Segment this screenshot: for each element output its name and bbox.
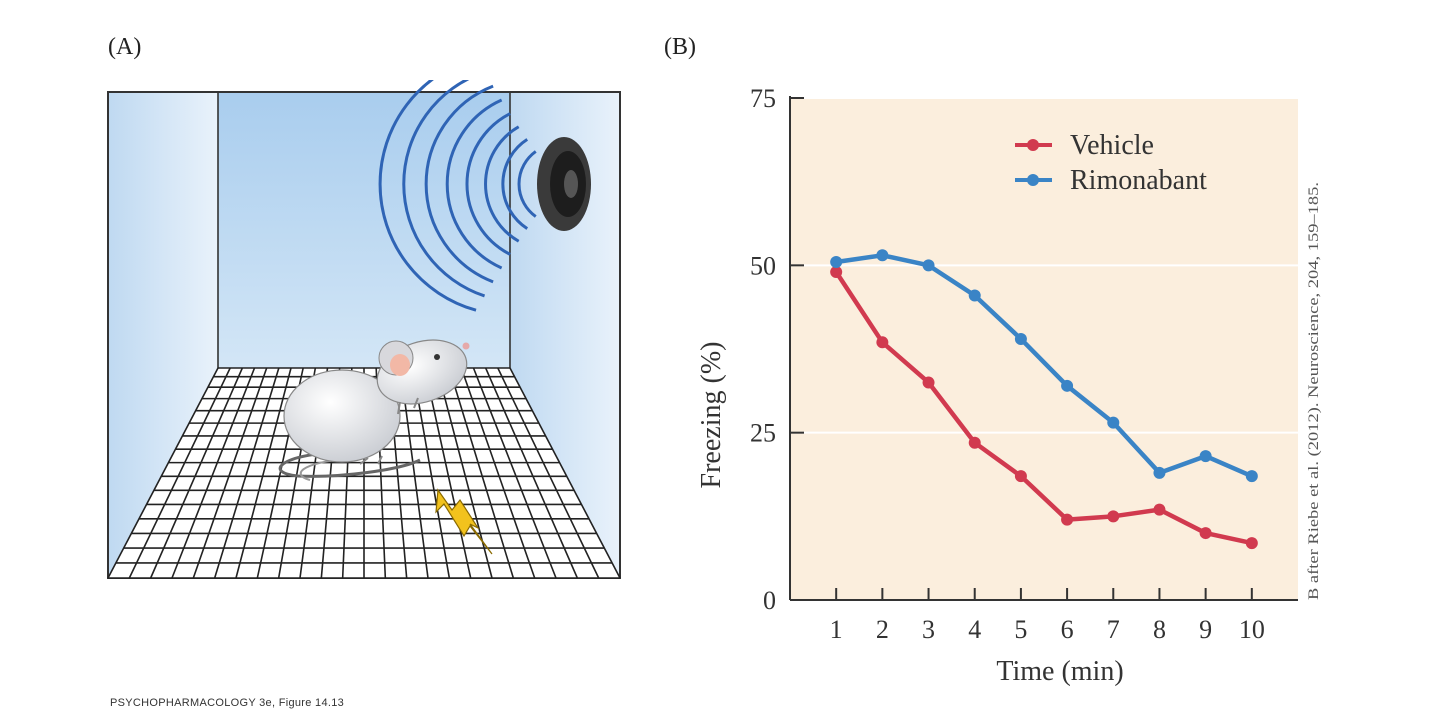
y-tick-label: 75 bbox=[750, 84, 776, 113]
data-point-rimonabant bbox=[1014, 332, 1027, 345]
data-point-vehicle bbox=[922, 376, 935, 389]
chamber bbox=[107, 91, 621, 579]
source-credit: B after Riebe et al. (2012). Neuroscienc… bbox=[1306, 182, 1322, 600]
figure-footer: PSYCHOPHARMACOLOGY 3e, Figure 14.13 bbox=[110, 697, 345, 709]
x-tick-label: 5 bbox=[1014, 615, 1027, 644]
data-point-vehicle bbox=[1107, 510, 1120, 523]
plot-background bbox=[790, 98, 1298, 600]
x-tick-label: 10 bbox=[1239, 615, 1265, 644]
freezing-chart: 0 25 50 75 1 2 3 4 5 6 7 8 9 10 Vehicle Rimonabant Tim… bbox=[696, 84, 1298, 687]
legend-marker-vehicle bbox=[1027, 139, 1039, 151]
data-point-vehicle bbox=[1245, 537, 1258, 550]
legend-label-vehicle: Vehicle bbox=[1070, 130, 1154, 161]
data-point-rimonabant bbox=[968, 289, 981, 302]
data-point-rimonabant bbox=[1153, 466, 1166, 479]
x-tick-label: 7 bbox=[1107, 615, 1120, 644]
gridlines bbox=[790, 97, 1298, 434]
series-line-vehicle bbox=[834, 270, 1253, 546]
data-point-rimonabant bbox=[1061, 379, 1074, 392]
panel-label-b: (B) bbox=[664, 34, 696, 60]
data-point-vehicle bbox=[830, 266, 843, 279]
data-point-vehicle bbox=[1014, 470, 1027, 483]
data-point-rimonabant bbox=[922, 259, 935, 272]
data-point-rimonabant bbox=[876, 249, 889, 262]
data-point-rimonabant bbox=[1245, 470, 1258, 483]
x-tick-label: 6 bbox=[1061, 615, 1074, 644]
x-tick-label: 8 bbox=[1153, 615, 1166, 644]
series-line-rimonabant bbox=[835, 253, 1253, 479]
x-tick-label: 3 bbox=[922, 615, 935, 644]
data-point-vehicle bbox=[1061, 513, 1074, 526]
x-tick-label: 9 bbox=[1199, 615, 1212, 644]
axes bbox=[789, 96, 1298, 601]
y-tick-label: 0 bbox=[763, 586, 776, 615]
x-tick-label: 4 bbox=[968, 615, 981, 644]
legend-label-rimonabant: Rimonabant bbox=[1070, 165, 1207, 196]
data-point-rimonabant bbox=[830, 255, 843, 268]
y-tick-label: 25 bbox=[750, 419, 776, 448]
speaker-icon bbox=[378, 80, 591, 312]
back-wall bbox=[218, 92, 510, 368]
legend: Vehicle Rimonabant bbox=[1015, 130, 1207, 196]
mouse-icon bbox=[278, 339, 470, 481]
tick-labels: 0 25 50 75 1 2 3 4 5 6 7 8 9 10 bbox=[750, 84, 1265, 644]
source-credit-text: B after Riebe et al. (2012). Neuroscienc… bbox=[1306, 182, 1322, 600]
fear-conditioning-illustration bbox=[107, 80, 621, 579]
data-point-rimonabant bbox=[1107, 416, 1120, 429]
x-axis-label: Time (min) bbox=[996, 656, 1123, 687]
x-tick-label: 2 bbox=[876, 615, 889, 644]
shock-icon bbox=[435, 488, 493, 555]
series-group bbox=[830, 249, 1258, 550]
data-point-vehicle bbox=[968, 436, 981, 449]
y-axis-label: Freezing (%) bbox=[696, 342, 727, 489]
data-point-vehicle bbox=[1199, 527, 1212, 540]
x-tick-label: 1 bbox=[830, 615, 843, 644]
left-wall bbox=[108, 92, 218, 578]
y-tick-label: 50 bbox=[750, 251, 776, 280]
legend-marker-rimonabant bbox=[1027, 174, 1039, 186]
right-wall bbox=[510, 92, 620, 578]
panel-label-a: (A) bbox=[108, 34, 142, 60]
data-point-rimonabant bbox=[1199, 450, 1212, 463]
data-point-vehicle bbox=[876, 336, 889, 349]
data-point-vehicle bbox=[1153, 503, 1166, 516]
